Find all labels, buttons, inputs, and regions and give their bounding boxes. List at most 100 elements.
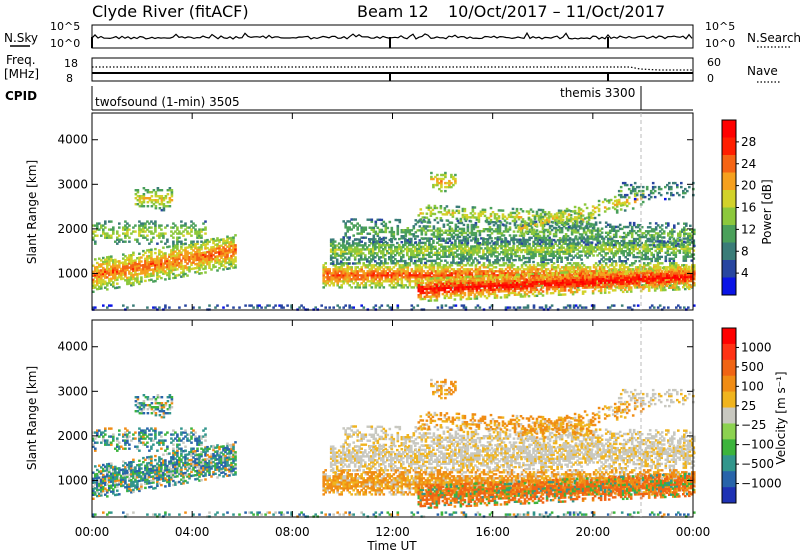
power-cell: [134, 265, 137, 268]
power-cell: [96, 275, 99, 279]
power-cell: [376, 272, 380, 275]
power-cell: [458, 272, 462, 275]
power-cell: [625, 290, 629, 293]
power-cell: [432, 270, 436, 273]
power-cell: [176, 226, 179, 229]
power-cell: [536, 268, 540, 271]
power-cell: [572, 268, 576, 271]
power-cell: [156, 199, 160, 202]
power-cell: [172, 276, 175, 280]
power-cell: [166, 263, 169, 267]
power-cell: [416, 270, 420, 273]
power-cell: [448, 272, 452, 275]
power-cell: [449, 276, 453, 279]
power-cell: [496, 270, 500, 273]
power-cell: [693, 270, 696, 273]
power-cell: [94, 224, 97, 227]
power-cell: [138, 268, 141, 272]
power-cell: [564, 264, 568, 267]
power-cell: [427, 287, 431, 290]
power-cell: [106, 272, 109, 275]
power-cell: [176, 274, 179, 277]
power-cell: [400, 266, 404, 269]
power-cell: [532, 274, 536, 277]
power-cell: [644, 264, 648, 267]
power-cell: [610, 264, 614, 267]
power-cell: [94, 258, 97, 261]
power-cell: [160, 189, 164, 192]
power-cell: [492, 266, 496, 269]
power-cell: [402, 253, 405, 257]
power-cell: [190, 261, 193, 265]
power-cell: [326, 280, 329, 283]
power-cell: [232, 244, 235, 247]
power-cell: [170, 263, 173, 266]
power-cell: [132, 251, 135, 254]
power-cell: [232, 240, 235, 243]
power-cell: [234, 256, 237, 259]
power-cell: [350, 268, 353, 271]
power-cell: [532, 264, 536, 267]
power-cell: [485, 296, 489, 300]
power-cell: [618, 270, 622, 273]
power-cell: [378, 280, 382, 283]
power-cell: [417, 279, 421, 283]
power-cell: [554, 266, 558, 269]
power-cell: [202, 267, 205, 271]
power-cell: [164, 266, 167, 269]
power-cell: [378, 282, 382, 285]
power-cell: [192, 245, 195, 248]
power-cell: [657, 267, 661, 270]
power-cell: [386, 278, 390, 281]
power-cell: [596, 264, 600, 267]
power-cell: [92, 274, 95, 277]
power-cell: [162, 205, 166, 208]
power-cell: [216, 247, 219, 250]
power-cell: [630, 264, 634, 267]
power-cell: [518, 268, 522, 271]
power-cell: [116, 276, 119, 279]
power-cell: [234, 266, 237, 269]
power-cell: [174, 276, 177, 279]
power-cell: [170, 191, 174, 194]
power-cell: [122, 228, 125, 231]
power-cell: [484, 266, 488, 269]
power-cell: [458, 268, 462, 271]
power-cell: [491, 278, 495, 281]
power-cell: [534, 272, 538, 275]
power-cell: [347, 262, 351, 265]
power-cell: [437, 281, 441, 284]
power-cell: [196, 252, 199, 256]
power-cell: [144, 273, 147, 276]
power-cell: [376, 276, 380, 279]
power-cell: [196, 240, 199, 243]
power-cell: [170, 253, 173, 256]
power-cell: [334, 278, 337, 281]
power-cell: [417, 289, 421, 293]
power-cell: [122, 261, 125, 264]
power-cell: [174, 250, 177, 253]
power-cell: [142, 253, 145, 257]
power-cell: [502, 270, 506, 273]
power-cell: [146, 238, 149, 241]
nsearch-label: N.Search: [747, 31, 800, 45]
power-cell: [426, 276, 430, 279]
nave-tick-bottom: 0: [707, 72, 714, 85]
power-cell: [478, 268, 482, 271]
power-cell: [208, 258, 211, 261]
power-cell: [390, 276, 394, 279]
power-cell: [110, 283, 113, 286]
power-cell: [388, 278, 392, 281]
power-cell: [152, 258, 155, 261]
power-cell: [104, 220, 107, 223]
power-cell: [504, 272, 508, 275]
power-cell: [423, 295, 427, 299]
power-cell: [458, 270, 462, 273]
power-cell: [136, 199, 140, 202]
power-cell: [116, 278, 119, 281]
power-cell: [94, 242, 97, 245]
power-cell: [404, 284, 408, 287]
power-cell: [412, 276, 416, 279]
power-cell: [442, 266, 446, 269]
power-cell: [392, 284, 396, 287]
